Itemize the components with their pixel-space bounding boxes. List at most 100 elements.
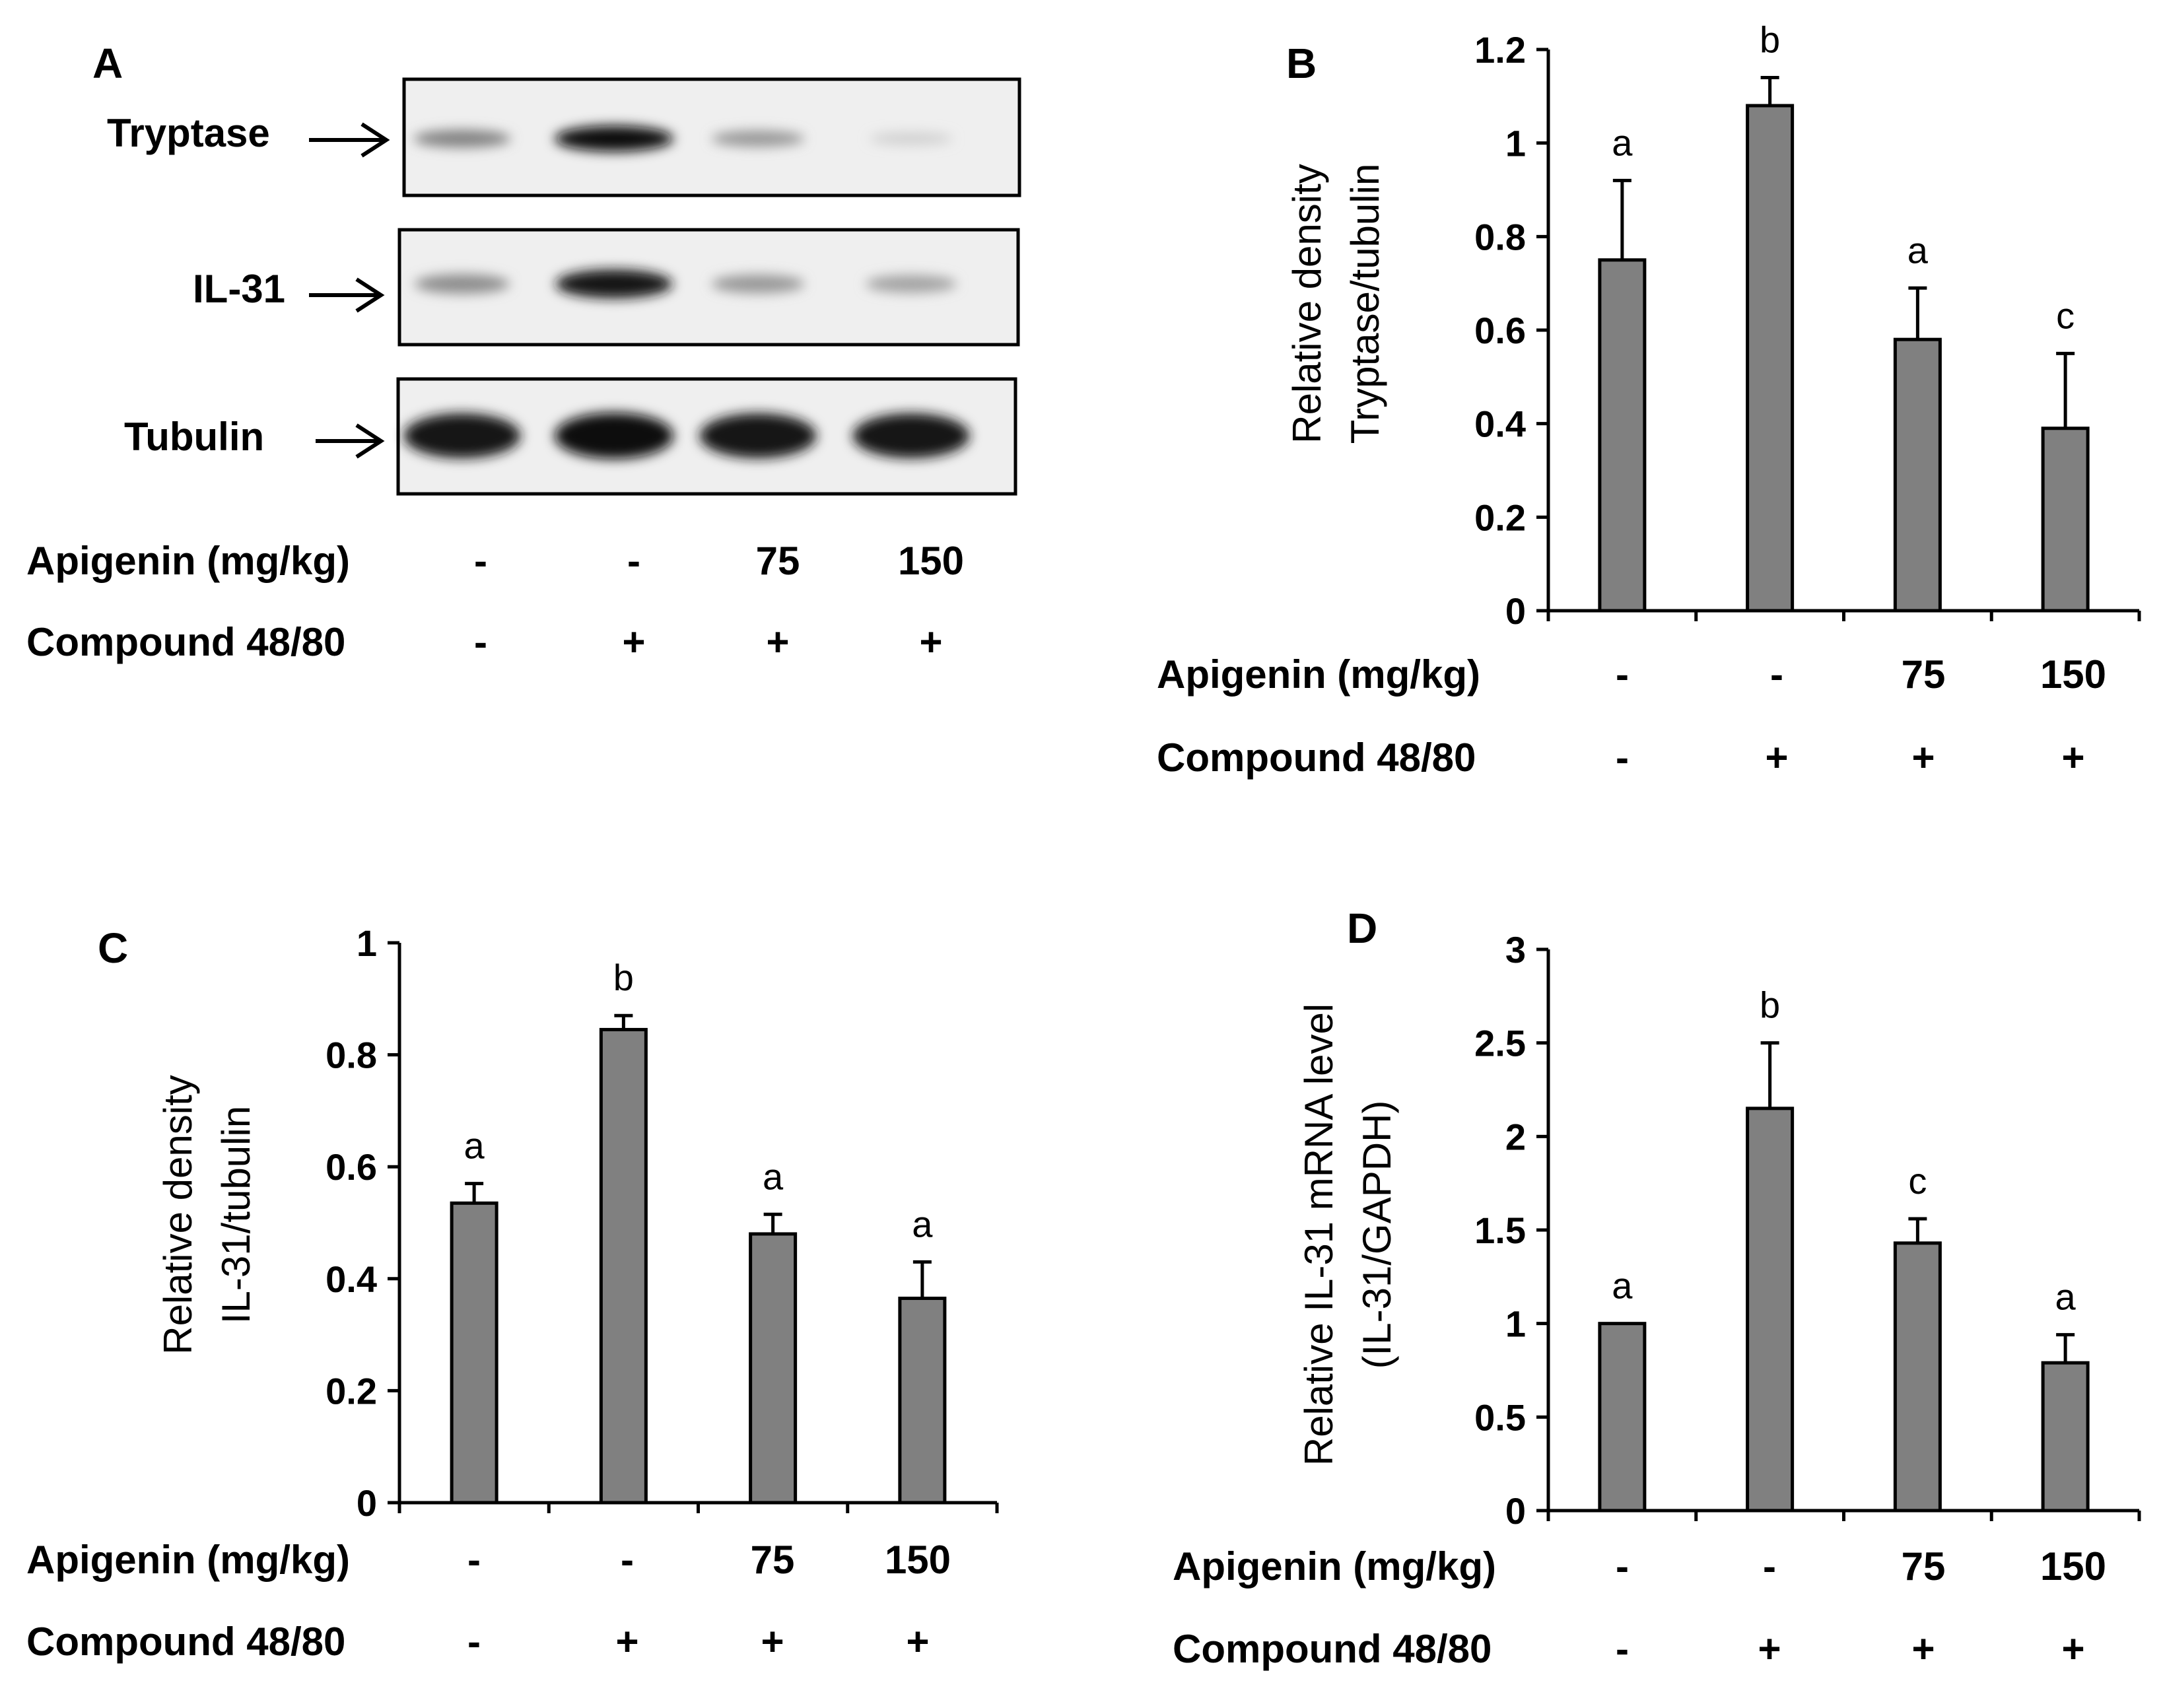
panel-c-chart: C Relative density IL-31/tubulin 0 0.2 0.4…: [26, 922, 999, 1664]
apigenin-value-c-4: 150: [885, 1538, 951, 1582]
apigenin-value-d-3: 75: [1902, 1544, 1946, 1588]
blot-band: [403, 413, 521, 458]
apigenin-value-b-4: 150: [2040, 652, 2106, 697]
significance-label-b-2: b: [1760, 19, 1780, 61]
blot-strip-tryptase: [402, 77, 1021, 197]
bar-d-4: [2041, 1361, 2090, 1513]
apigenin-value-a-3: 75: [756, 539, 800, 583]
chart-c-plot: 0 0.2 0.4 0.6 0.8 1 a b a a: [326, 922, 999, 1524]
y-axis-label-c-line2: IL-31/tubulin: [214, 1106, 258, 1324]
compound-value-a-1: -: [474, 620, 487, 664]
blot-band: [699, 413, 817, 458]
panel-letter-b: B: [1286, 40, 1317, 87]
apigenin-value-b-2: -: [1770, 652, 1783, 697]
compound-value-a-2: +: [622, 620, 645, 664]
significance-label-c-3: a: [763, 1155, 784, 1197]
bar-c-1: [450, 1201, 498, 1505]
y-tick-label-d: 1.5: [1474, 1210, 1526, 1251]
bar-c-3: [749, 1232, 798, 1505]
significance-label-b-1: a: [1612, 121, 1633, 163]
apigenin-value-d-1: -: [1616, 1544, 1629, 1588]
apigenin-value-d-2: -: [1763, 1544, 1776, 1588]
apigenin-label-a: Apigenin (mg/kg): [26, 539, 350, 583]
y-tick-label-b: 0.6: [1474, 310, 1526, 351]
y-tick-label-c: 1: [357, 922, 377, 964]
y-tick-label-c: 0.6: [326, 1146, 377, 1188]
y-tick-label-b: 1: [1505, 123, 1526, 164]
compound-value-b-2: +: [1765, 735, 1788, 780]
blot-label-tryptase: Tryptase: [107, 111, 270, 155]
treatment-values-c: - - 75 150 - + + +: [467, 1538, 951, 1664]
bar-d-1: [1598, 1322, 1647, 1513]
compound-value-a-3: +: [766, 620, 789, 664]
apigenin-value-a-2: -: [627, 539, 640, 583]
bar-b-1: [1598, 258, 1647, 613]
y-tick-label-c: 0.4: [326, 1258, 377, 1300]
treatment-values-d: - - 75 150 - + + +: [1616, 1544, 2106, 1671]
compound-value-b-3: +: [1911, 735, 1935, 780]
compound-value-d-3: +: [1911, 1627, 1935, 1671]
y-axis-label-b-line2: Tryptase/tubulin: [1343, 164, 1387, 444]
chart-b-plot: 0 0.2 0.4 0.6 0.8 1 1.2 a b a c: [1474, 19, 2141, 632]
significance-label-d-4: a: [2055, 1276, 2077, 1318]
significance-label-d-1: a: [1612, 1265, 1633, 1307]
compound-label-d: Compound 48/80: [1173, 1627, 1492, 1671]
panel-d-chart: D Relative IL-31 mRNA level (IL-31/GAPDH…: [1173, 905, 2141, 1671]
chart-d-plot: 0 0.5 1 1.5 2 2.5 3 a b c a: [1474, 929, 2141, 1532]
apigenin-value-c-1: -: [467, 1538, 481, 1582]
treatment-values-b: - - 75 150 - + + +: [1616, 652, 2106, 780]
apigenin-value-b-1: -: [1616, 652, 1629, 697]
bar-c-2: [599, 1027, 648, 1505]
y-tick-label-b: 1.2: [1474, 29, 1526, 71]
blot-band: [711, 130, 805, 147]
y-axis-label-c-line1: Relative density: [156, 1075, 200, 1355]
significance-label-c-2: b: [613, 957, 634, 998]
y-axis-label-b-line1: Relative density: [1285, 164, 1329, 444]
right-arrow-icon: [309, 122, 390, 158]
y-tick-label-d: 0: [1505, 1490, 1526, 1532]
blot-band: [870, 132, 953, 145]
y-tick-label-d: 2: [1505, 1116, 1526, 1157]
bar-d-3: [1893, 1241, 1942, 1513]
compound-value-c-2: +: [615, 1620, 638, 1664]
blot-band: [415, 274, 510, 294]
blot-strip-il31: [397, 228, 1020, 347]
apigenin-value-d-4: 150: [2040, 1544, 2106, 1588]
compound-value-c-3: +: [761, 1620, 784, 1664]
compound-value-b-4: +: [2061, 735, 2084, 780]
blot-label-tubulin: Tubulin: [124, 415, 264, 459]
blot-band: [866, 275, 957, 293]
panel-letter-a: A: [92, 40, 123, 87]
significance-label-c-4: a: [912, 1203, 933, 1245]
panel-b-chart: B Relative density Tryptase/tubulin 0 0.2…: [1157, 19, 2141, 780]
blot-band: [852, 413, 970, 458]
bar-d-2: [1746, 1107, 1795, 1513]
y-tick-label-d: 2.5: [1474, 1023, 1526, 1064]
y-axis-label-d-line2: (IL-31/GAPDH): [1355, 1101, 1399, 1369]
compound-value-c-1: -: [467, 1620, 481, 1664]
y-tick-label-d: 3: [1505, 929, 1526, 971]
y-tick-label-c: 0.2: [326, 1370, 377, 1412]
compound-label-c: Compound 48/80: [26, 1620, 345, 1664]
right-arrow-icon: [309, 277, 385, 313]
y-tick-label-c: 0: [357, 1482, 377, 1524]
compound-value-d-1: -: [1616, 1627, 1629, 1671]
y-tick-label-d: 1: [1505, 1303, 1526, 1345]
bar-b-2: [1746, 104, 1795, 613]
y-tick-label-c: 0.8: [326, 1035, 377, 1076]
compound-value-c-4: +: [906, 1620, 929, 1664]
panel-a-blot: A Tryptase IL-31 Tubulin Apigenin (mg/kg…: [26, 40, 1021, 664]
apigenin-value-c-2: -: [621, 1538, 634, 1582]
apigenin-label-c: Apigenin (mg/kg): [26, 1538, 350, 1582]
compound-value-b-1: -: [1616, 735, 1629, 780]
y-axis-label-d-line1: Relative IL-31 mRNA level: [1297, 1004, 1341, 1466]
compound-value-a-4: +: [919, 620, 942, 664]
blot-band: [555, 125, 673, 152]
apigenin-value-a-4: 150: [898, 539, 964, 583]
compound-value-d-4: +: [2061, 1627, 2084, 1671]
panel-letter-c: C: [98, 924, 128, 972]
treatment-values-a: - - 75 150 - + + +: [474, 539, 964, 664]
bar-b-3: [1893, 337, 1942, 613]
significance-label-c-1: a: [464, 1125, 485, 1167]
